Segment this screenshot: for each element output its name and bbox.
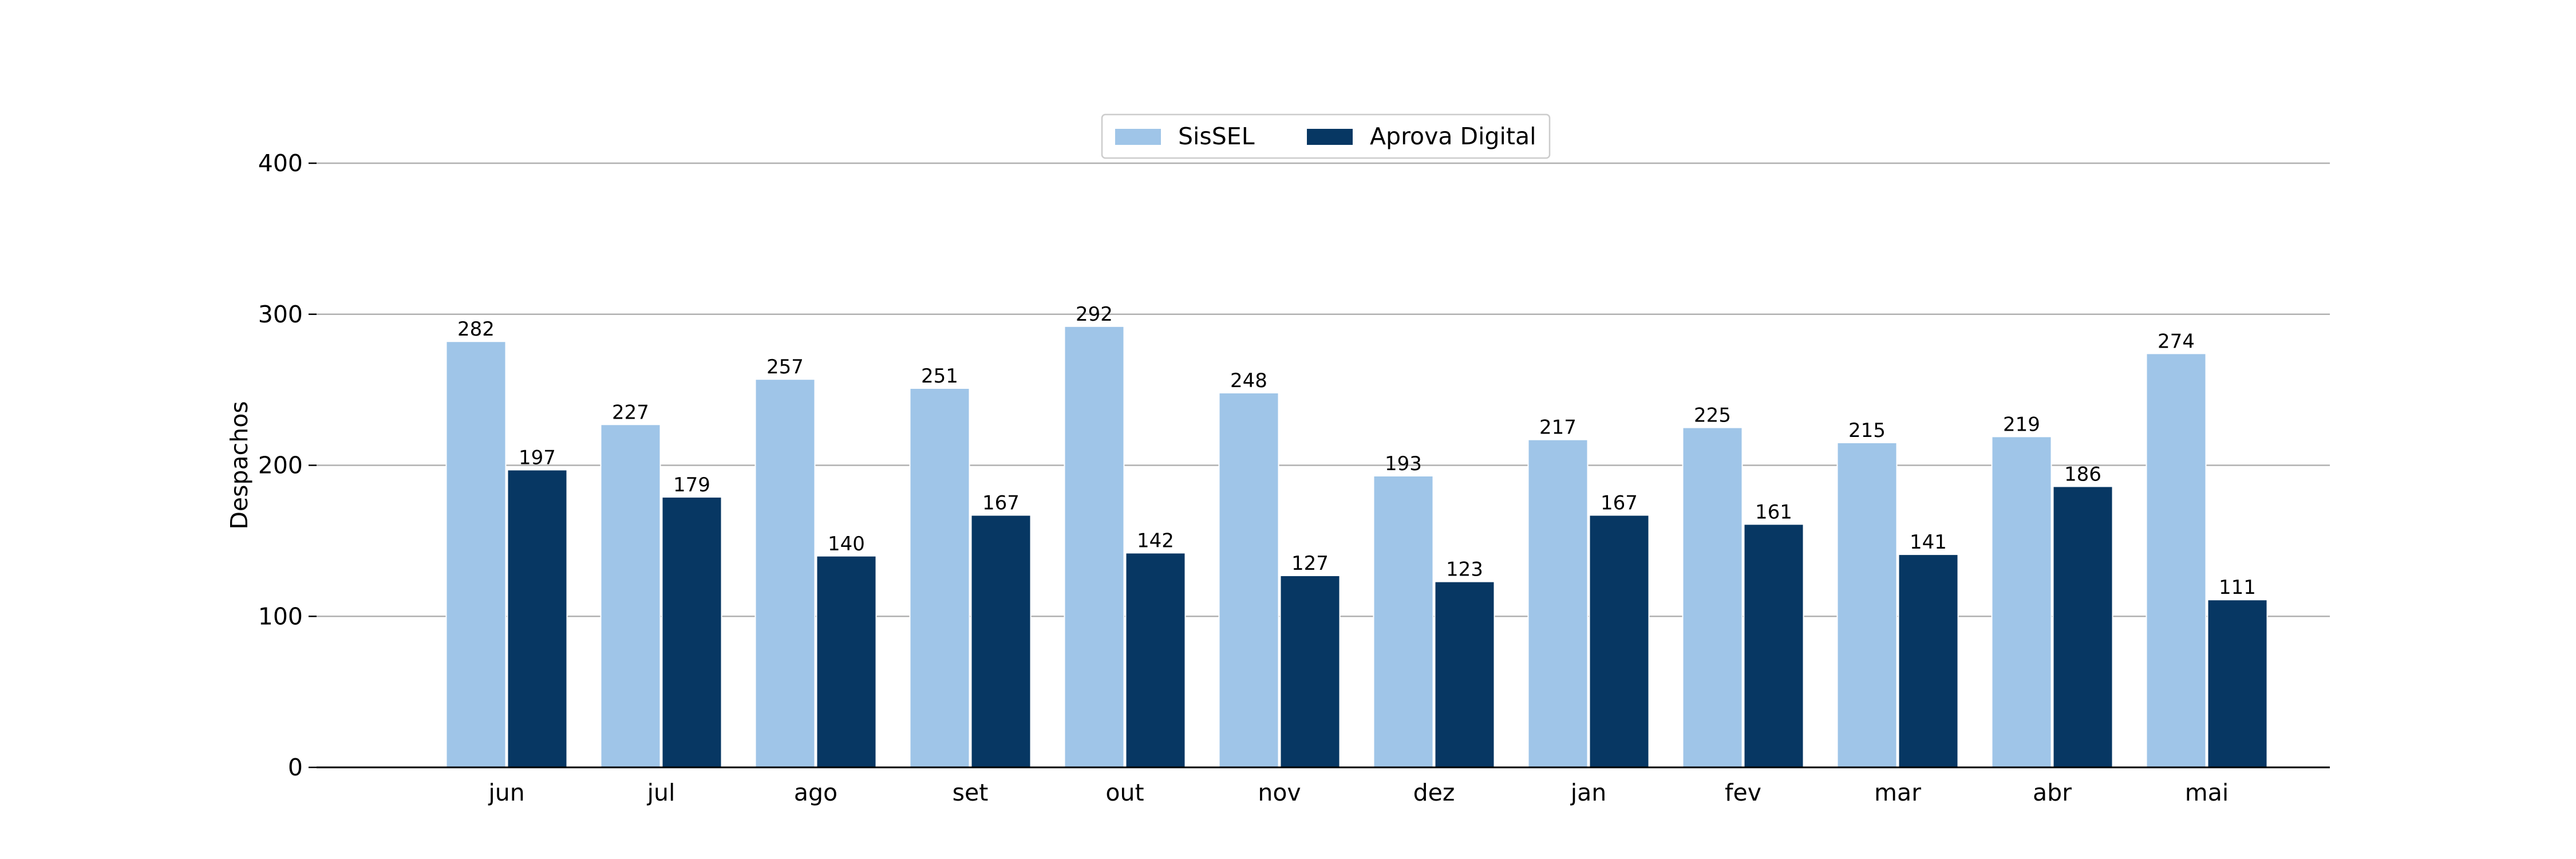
x-tick-label: out bbox=[1105, 779, 1144, 806]
bar-aprova-digital bbox=[970, 514, 1032, 768]
bar-sissel bbox=[445, 341, 507, 768]
x-tick-label: mai bbox=[2185, 779, 2229, 806]
bars bbox=[445, 325, 2268, 769]
legend-swatch-aprova-digital bbox=[1307, 129, 1353, 145]
bar-aprova-digital bbox=[816, 555, 877, 768]
bar-sissel bbox=[1527, 439, 1589, 768]
data-label: 251 bbox=[921, 365, 958, 388]
bar-sissel bbox=[1373, 475, 1434, 769]
bar-aprova-digital bbox=[1589, 514, 1650, 768]
data-label: 161 bbox=[1755, 501, 1792, 523]
data-labels: 282 197 227 179 257 140 251 167 292 142 248 127 193 1… bbox=[457, 303, 2256, 599]
x-tick-label: fev bbox=[1725, 779, 1761, 806]
bar-aprova-digital bbox=[661, 496, 722, 768]
y-tick-label: 0 bbox=[288, 754, 303, 781]
data-label: 197 bbox=[519, 446, 556, 469]
legend-label: SisSEL bbox=[1178, 123, 1255, 150]
y-tick-label: 200 bbox=[258, 452, 303, 479]
bar-aprova-digital bbox=[1898, 554, 1959, 768]
bar-aprova-digital bbox=[1743, 523, 1804, 768]
bar-sissel bbox=[1682, 427, 1743, 768]
y-tick-label: 300 bbox=[258, 301, 303, 328]
x-tick-label: dez bbox=[1413, 779, 1455, 806]
data-label: 282 bbox=[457, 318, 495, 341]
data-label: 140 bbox=[828, 533, 865, 555]
bar-sissel bbox=[2146, 353, 2207, 768]
x-tick-label: abr bbox=[2033, 779, 2072, 806]
data-label: 167 bbox=[982, 492, 1020, 515]
x-tick-label: jul bbox=[647, 779, 675, 806]
bar-aprova-digital bbox=[1279, 575, 1341, 768]
data-label: 274 bbox=[2158, 330, 2195, 353]
x-tick-label: set bbox=[953, 779, 989, 806]
bar-sissel bbox=[1218, 392, 1279, 768]
y-tick-label: 100 bbox=[258, 602, 303, 630]
bar-sissel bbox=[909, 387, 970, 768]
data-label: 142 bbox=[1137, 529, 1174, 552]
data-label: 215 bbox=[1848, 419, 1886, 442]
bar-sissel bbox=[600, 424, 661, 768]
data-label: 186 bbox=[2064, 463, 2101, 486]
bar-aprova-digital bbox=[2207, 599, 2268, 769]
x-tick-label: mar bbox=[1874, 779, 1921, 806]
y-axis-title: Despachos bbox=[226, 401, 253, 529]
legend-swatch-sissel bbox=[1115, 129, 1161, 145]
data-label: 127 bbox=[1291, 552, 1329, 575]
data-label: 193 bbox=[1385, 452, 1422, 475]
data-label: 217 bbox=[1539, 416, 1577, 439]
bar-aprova-digital bbox=[507, 469, 568, 768]
data-label: 167 bbox=[1601, 492, 1638, 515]
data-label: 292 bbox=[1076, 303, 1113, 326]
x-tick-label: ago bbox=[794, 779, 837, 806]
data-label: 227 bbox=[612, 401, 649, 424]
data-label: 111 bbox=[2219, 576, 2256, 599]
bar-aprova-digital bbox=[2052, 486, 2113, 768]
bar-sissel bbox=[1836, 442, 1898, 768]
data-label: 141 bbox=[1910, 531, 1947, 554]
x-tick-label: jan bbox=[1570, 779, 1607, 806]
x-tick-label: jun bbox=[488, 779, 524, 806]
axes: 0 100 200 300 400 jun jul ago set out nov dez jan fev… bbox=[258, 149, 2330, 806]
bar-aprova-digital bbox=[1125, 552, 1186, 768]
bar-aprova-digital bbox=[1434, 581, 1495, 769]
bar-sissel bbox=[1064, 325, 1125, 768]
bar-sissel bbox=[754, 379, 816, 768]
data-label: 219 bbox=[2003, 413, 2040, 436]
y-tick-label: 400 bbox=[258, 149, 303, 177]
legend: SisSEL Aprova Digital bbox=[1101, 113, 1551, 159]
data-label: 257 bbox=[767, 356, 804, 379]
legend-label: Aprova Digital bbox=[1370, 123, 1536, 150]
x-tick-label: nov bbox=[1258, 779, 1301, 806]
data-label: 248 bbox=[1230, 369, 1267, 392]
data-label: 123 bbox=[1446, 558, 1483, 581]
data-label: 225 bbox=[1694, 404, 1731, 427]
bar-sissel bbox=[1991, 436, 2052, 768]
data-label: 179 bbox=[673, 474, 710, 497]
